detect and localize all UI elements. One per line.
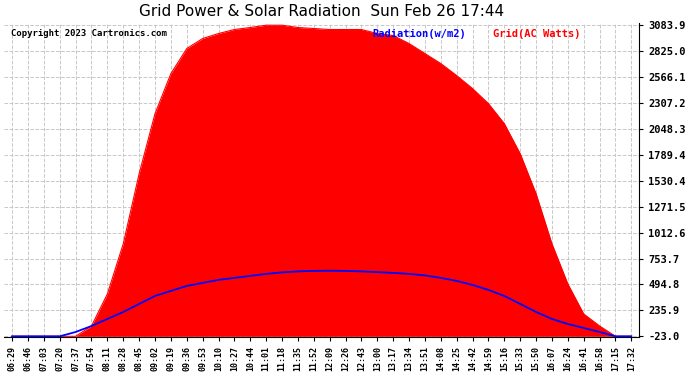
Text: Grid(AC Watts): Grid(AC Watts) <box>493 29 581 39</box>
Title: Grid Power & Solar Radiation  Sun Feb 26 17:44: Grid Power & Solar Radiation Sun Feb 26 … <box>139 4 504 19</box>
Text: Copyright 2023 Cartronics.com: Copyright 2023 Cartronics.com <box>10 29 166 38</box>
Text: Radiation(w/m2): Radiation(w/m2) <box>373 29 466 39</box>
